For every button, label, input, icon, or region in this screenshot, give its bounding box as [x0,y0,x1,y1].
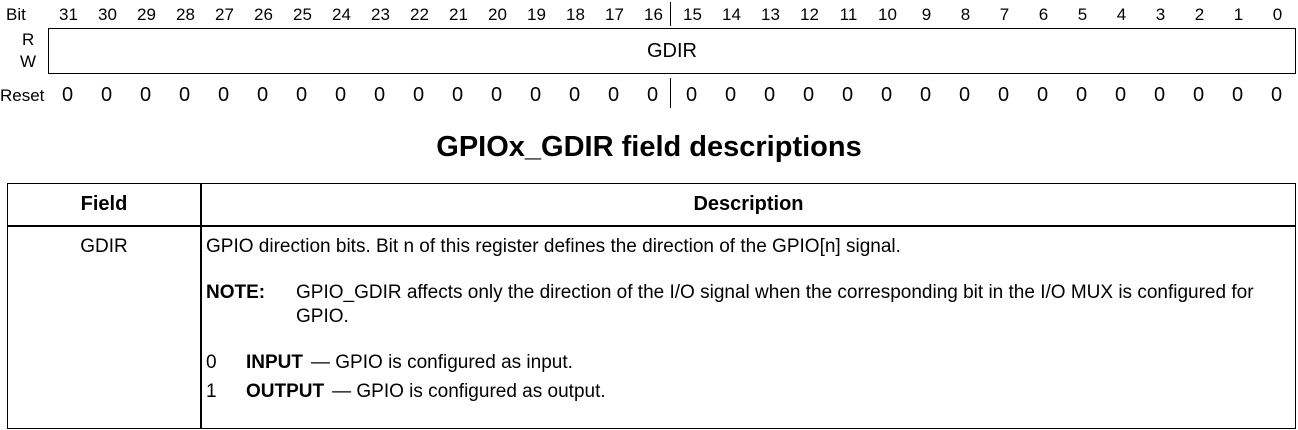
reset-value: 0 [373,84,386,106]
reset-value: 0 [100,84,113,106]
reset-value: 0 [958,84,971,106]
note-block: NOTE: GPIO_GDIR affects only the directi… [206,281,1289,330]
bit-number: 27 [215,5,234,24]
value-description: — GPIO is configured as input. [311,352,573,374]
bit-number: 13 [761,5,780,24]
reset-value: 0 [841,84,854,106]
bit-number: 26 [254,5,273,24]
reset-value: 0 [256,84,269,106]
bit-number: 2 [1194,5,1205,24]
value-number: 0 [206,352,217,374]
value-name: OUTPUT [246,381,325,403]
reset-value: 0 [1192,84,1205,106]
bit-number: 7 [999,5,1010,24]
reset-value: 0 [802,84,815,106]
reset-value: 0 [1270,84,1283,106]
bit-number: 9 [921,5,932,24]
reset-value: 0 [217,84,230,106]
reset-value: 0 [139,84,152,106]
bit-number: 19 [527,5,546,24]
bit-number: 8 [960,5,971,24]
bit-number: 16 [644,5,663,24]
bit-number: 30 [98,5,117,24]
bit-label: Bit [6,5,26,24]
reset-value: 0 [763,84,776,106]
read-label: R [22,30,35,49]
bit-number: 6 [1038,5,1049,24]
description-cell: GPIO direction bits. Bit n of this regis… [206,236,1289,410]
bit-number: 23 [371,5,390,24]
bit-number: 1 [1233,5,1244,24]
bit-number: 12 [800,5,819,24]
bit-number: 10 [878,5,897,24]
header-separator [8,225,1295,227]
note-label: NOTE: [206,281,266,303]
bit-number: 3 [1155,5,1166,24]
reset-value: 0 [178,84,191,106]
register-field-box: GDIR [48,28,1296,74]
bit-number: 18 [566,5,585,24]
bit-number: 0 [1272,5,1283,24]
reset-value: 0 [685,84,698,106]
bit-number: 14 [722,5,741,24]
write-label: W [20,52,37,71]
bit-number-row: 31 30 29 28 27 26 25 24 23 22 21 20 19 18 17 16 15 14 13 12… [49,0,1297,30]
description-text: GPIO direction bits. Bit n of this regis… [206,236,901,257]
bit-number: 20 [488,5,507,24]
value-name: INPUT [246,352,303,374]
note-text: GPIO_GDIR affects only the direction of … [296,281,1254,328]
bit-number: 17 [605,5,624,24]
field-cell: GDIR [80,236,128,257]
reset-value: 0 [724,84,737,106]
value-description: — GPIO is configured as output. [332,381,606,403]
reset-value: 0 [919,84,932,106]
bit-number: 22 [410,5,429,24]
bit-number: 31 [59,5,78,24]
reset-value: 0 [451,84,464,106]
bit-divider-bottom [670,78,671,108]
bit-number: 4 [1116,5,1127,24]
field-description-table: Field Description GDIR GPIO direction bi… [7,183,1296,429]
bit-number: 24 [332,5,351,24]
register-field-name: GDIR [647,39,697,62]
bit-number: 15 [683,5,702,24]
reset-value: 0 [334,84,347,106]
reset-label: Reset [0,86,45,105]
column-separator [200,184,202,428]
reset-value: 0 [1075,84,1088,106]
reset-value: 0 [1036,84,1049,106]
bit-number: 25 [293,5,312,24]
reset-value: 0 [529,84,542,106]
bit-number: 21 [449,5,468,24]
bit-number: 28 [176,5,195,24]
reset-value: 0 [997,84,1010,106]
reset-value: 0 [607,84,620,106]
reset-value: 0 [1114,84,1127,106]
value-row: 1 OUTPUT — GPIO is configured as output. [206,381,1289,410]
bit-number: 5 [1077,5,1088,24]
value-row: 0 INPUT — GPIO is configured as input. [206,352,1289,381]
bit-number: 11 [839,5,858,24]
value-number: 1 [206,381,217,403]
reset-value: 0 [568,84,581,106]
reset-value: 0 [646,84,659,106]
reset-value: 0 [61,84,74,106]
value-list: 0 INPUT — GPIO is configured as input. 1… [206,352,1289,410]
reset-value: 0 [1153,84,1166,106]
reset-value-row: 0 0 0 0 0 0 0 0 0 0 0 0 0 0 0 0 0 0 0 0 0 0 0 0 0 0 0 0 0 0 0 0 [49,0,1297,106]
reset-value: 0 [880,84,893,106]
reset-value: 0 [1231,84,1244,106]
header-description: Description [693,193,804,215]
bit-divider-top [670,2,671,26]
header-field: Field [80,193,128,215]
reset-value: 0 [412,84,425,106]
reset-value: 0 [490,84,503,106]
register-diagram: Bit R W Reset 31 30 29 28 27 26 25 24 23 22 21 20 19… [0,0,1298,112]
reset-value: 0 [295,84,308,106]
table-title: GPIOx_GDIR field descriptions [436,131,862,163]
bit-number: 29 [137,5,156,24]
